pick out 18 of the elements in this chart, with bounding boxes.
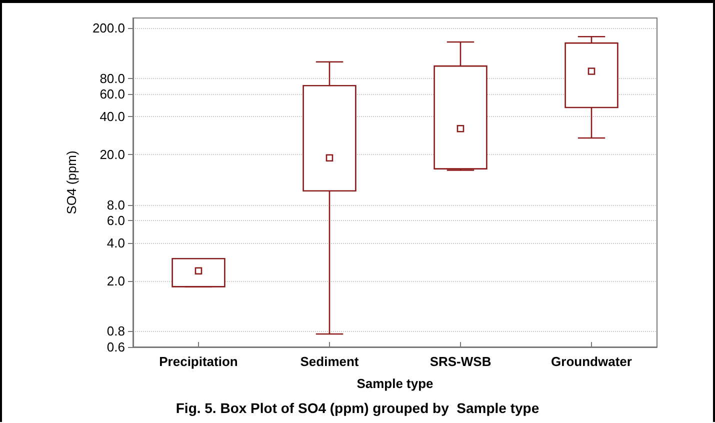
- x-tick-label: Precipitation: [159, 354, 238, 369]
- caption: Fig. 5. Box Plot of SO4 (ppm) grouped by Sample type: [176, 400, 540, 416]
- y-tick-label: 8.0: [106, 197, 125, 212]
- y-tick-label: 20.0: [100, 146, 125, 162]
- x-axis-title: Sample type: [356, 376, 434, 391]
- y-tick-label: 0.8: [106, 324, 125, 339]
- y-tick-label: 80.0: [100, 70, 125, 86]
- y-axis-title: SO4 (ppm): [64, 150, 79, 214]
- x-tick-label: Sediment: [300, 354, 360, 369]
- y-tick-label: 6.0: [106, 213, 125, 228]
- x-tick-label: Groundwater: [551, 354, 632, 369]
- y-tick-label: 40.0: [100, 108, 125, 124]
- y-tick-label: 200.0: [92, 20, 125, 36]
- y-tick-label: 2.0: [106, 273, 125, 288]
- x-tick-label: SRS-WSB: [430, 354, 492, 369]
- y-tick-label: 60.0: [100, 86, 125, 102]
- y-tick-label: 0.6: [106, 340, 125, 354]
- y-tick-label: 4.0: [106, 235, 125, 250]
